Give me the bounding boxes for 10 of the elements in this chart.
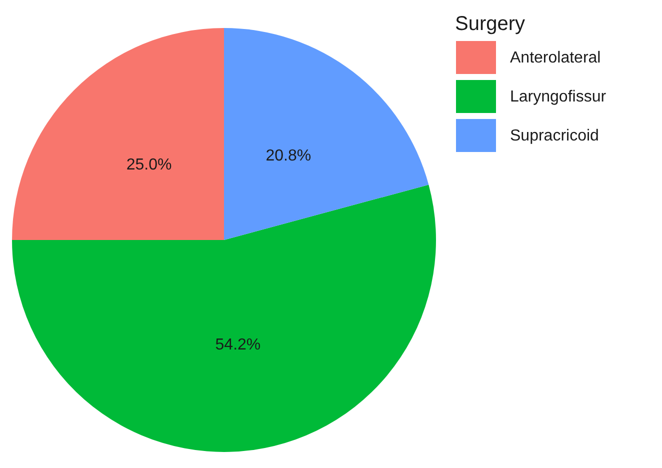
pie-slice — [224, 28, 429, 240]
pie-slice — [12, 28, 224, 240]
legend-label: Anterolateral — [510, 50, 601, 66]
data-label: 25.0% — [126, 156, 172, 174]
legend-label: Supracricoid — [510, 128, 599, 144]
data-label: 20.8% — [266, 147, 312, 164]
legend-label: Laryngofissur — [510, 88, 607, 106]
data-label: 54.2% — [215, 336, 261, 354]
pie-slice — [12, 184, 436, 452]
legend-title: Surgery — [455, 13, 526, 35]
